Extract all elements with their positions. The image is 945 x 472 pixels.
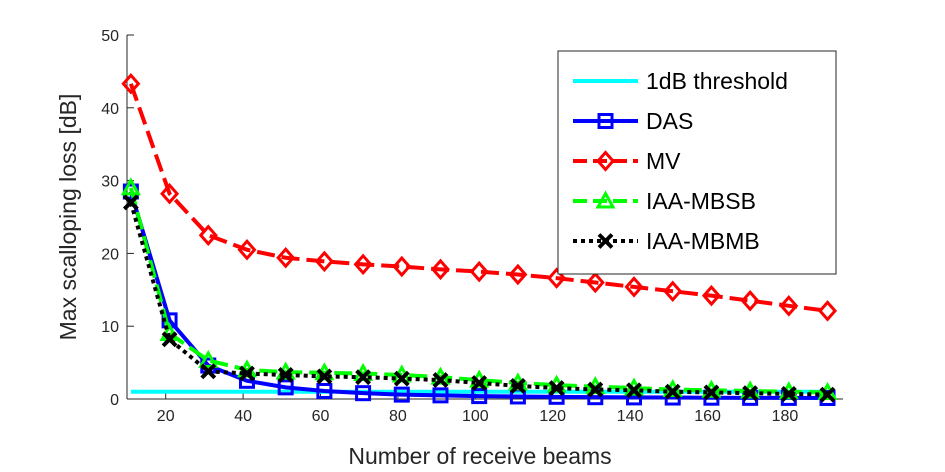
point-2-9	[469, 260, 489, 283]
x-tick-label-8: 180	[772, 408, 799, 425]
x-tick-label-5: 120	[539, 408, 566, 425]
point-4-1	[161, 331, 178, 348]
legend-label-3: IAA-MBSB	[646, 188, 756, 214]
point-4-8	[432, 372, 449, 388]
point-4-2-b	[200, 363, 217, 380]
point-4-5	[316, 368, 333, 385]
point-4-0	[122, 194, 139, 211]
x-tick-label-6: 140	[617, 408, 644, 425]
point-2-1	[160, 182, 180, 205]
point-2-7	[392, 255, 412, 278]
point-3-2	[198, 349, 219, 368]
y-tick-label-5: 50	[101, 28, 119, 45]
point-1-4	[277, 379, 294, 396]
point-4-18	[819, 386, 836, 403]
point-1-9	[471, 388, 488, 405]
point-2-18	[818, 300, 838, 322]
point-4-9	[471, 375, 488, 391]
y-tick-label-2: 20	[101, 246, 119, 263]
y-tick-label-1: 10	[101, 319, 119, 336]
point-1-5	[316, 382, 333, 399]
point-2-14	[663, 280, 683, 303]
point-2-12	[585, 271, 605, 294]
point-4-10-b	[509, 377, 526, 394]
point-2-16	[740, 289, 760, 312]
point-4-15-b	[703, 384, 720, 401]
point-4-13	[626, 382, 642, 399]
point-4-4	[277, 367, 294, 383]
point-1-7	[393, 386, 410, 403]
point-4-1-b	[161, 331, 178, 348]
series-line-2	[128, 83, 828, 313]
series-4	[122, 194, 836, 403]
point-1-8	[432, 387, 449, 404]
x-tick-label-0: 20	[157, 408, 175, 425]
y-tick-label-0: 0	[110, 392, 119, 409]
point-2-2	[198, 224, 218, 246]
point-4-7-b	[393, 370, 410, 387]
point-4-9-b	[471, 375, 488, 391]
point-3-0	[120, 177, 141, 196]
y-tick-label-4: 40	[101, 101, 119, 118]
point-4-11	[548, 380, 565, 396]
point-4-17-b	[780, 385, 797, 402]
y-axis-label: Max scalloping loss [dB]	[55, 94, 81, 341]
point-2-13	[624, 276, 644, 298]
point-4-11-b	[548, 380, 565, 396]
legend-label-2: MV	[646, 148, 681, 174]
point-2-6	[353, 253, 373, 276]
x-axis-label: Number of receive beams	[348, 443, 611, 469]
point-2-3	[237, 238, 257, 261]
point-2-4	[276, 247, 296, 269]
point-4-13-b	[626, 382, 642, 399]
point-4-8-b	[432, 372, 449, 388]
point-2-8	[430, 258, 450, 281]
point-4-14-b	[664, 383, 681, 400]
legend-marker-2	[595, 150, 616, 172]
point-4-3	[239, 365, 255, 382]
point-2-11	[547, 267, 567, 289]
series-2	[121, 73, 838, 322]
point-4-16	[742, 385, 759, 402]
x-tick-label-7: 160	[694, 408, 721, 425]
point-4-17	[780, 385, 797, 402]
point-4-0-b	[122, 194, 139, 211]
legend-marker-3	[595, 190, 616, 209]
legend-label-0: 1dB threshold	[646, 68, 788, 94]
legend-label-1: DAS	[646, 108, 693, 134]
point-4-5-b	[316, 368, 333, 385]
point-2-17	[779, 295, 799, 317]
point-4-14	[664, 383, 681, 400]
point-4-3-b	[239, 365, 255, 382]
point-4-6	[355, 369, 372, 386]
point-2-5	[314, 250, 334, 273]
point-4-6-b	[355, 369, 372, 386]
point-2-15	[701, 284, 721, 307]
legend-marker-4-b	[597, 233, 614, 249]
x-tick-label-1: 40	[234, 408, 252, 425]
y-tick-label-3: 30	[101, 174, 119, 191]
point-4-12-b	[587, 381, 604, 398]
point-4-10	[509, 377, 526, 394]
point-4-15	[703, 384, 720, 401]
point-4-12	[587, 381, 604, 398]
point-1-6	[355, 385, 372, 402]
series-layer	[120, 73, 838, 406]
legend-marker-4	[597, 233, 614, 249]
point-2-10	[508, 263, 528, 286]
chart-legend: 1dB threshold DAS MV IAA-MBSB IAA-MBMB	[557, 50, 837, 275]
point-4-4-b	[277, 367, 294, 383]
point-4-18-b	[819, 386, 836, 403]
point-2-0	[121, 73, 141, 95]
chart-axes: 20 40 60 80 100 120 140 160 180 0 10 20 30 40 50 Number…	[55, 28, 843, 469]
point-4-7	[393, 370, 410, 387]
point-4-16-b	[742, 385, 759, 402]
legend-label-4: IAA-MBMB	[646, 228, 760, 254]
x-tick-label-4: 100	[462, 408, 489, 425]
point-4-2	[200, 363, 217, 380]
x-tick-label-2: 60	[312, 408, 330, 425]
legend-marker-1	[597, 113, 614, 129]
x-tick-label-3: 80	[389, 408, 407, 425]
